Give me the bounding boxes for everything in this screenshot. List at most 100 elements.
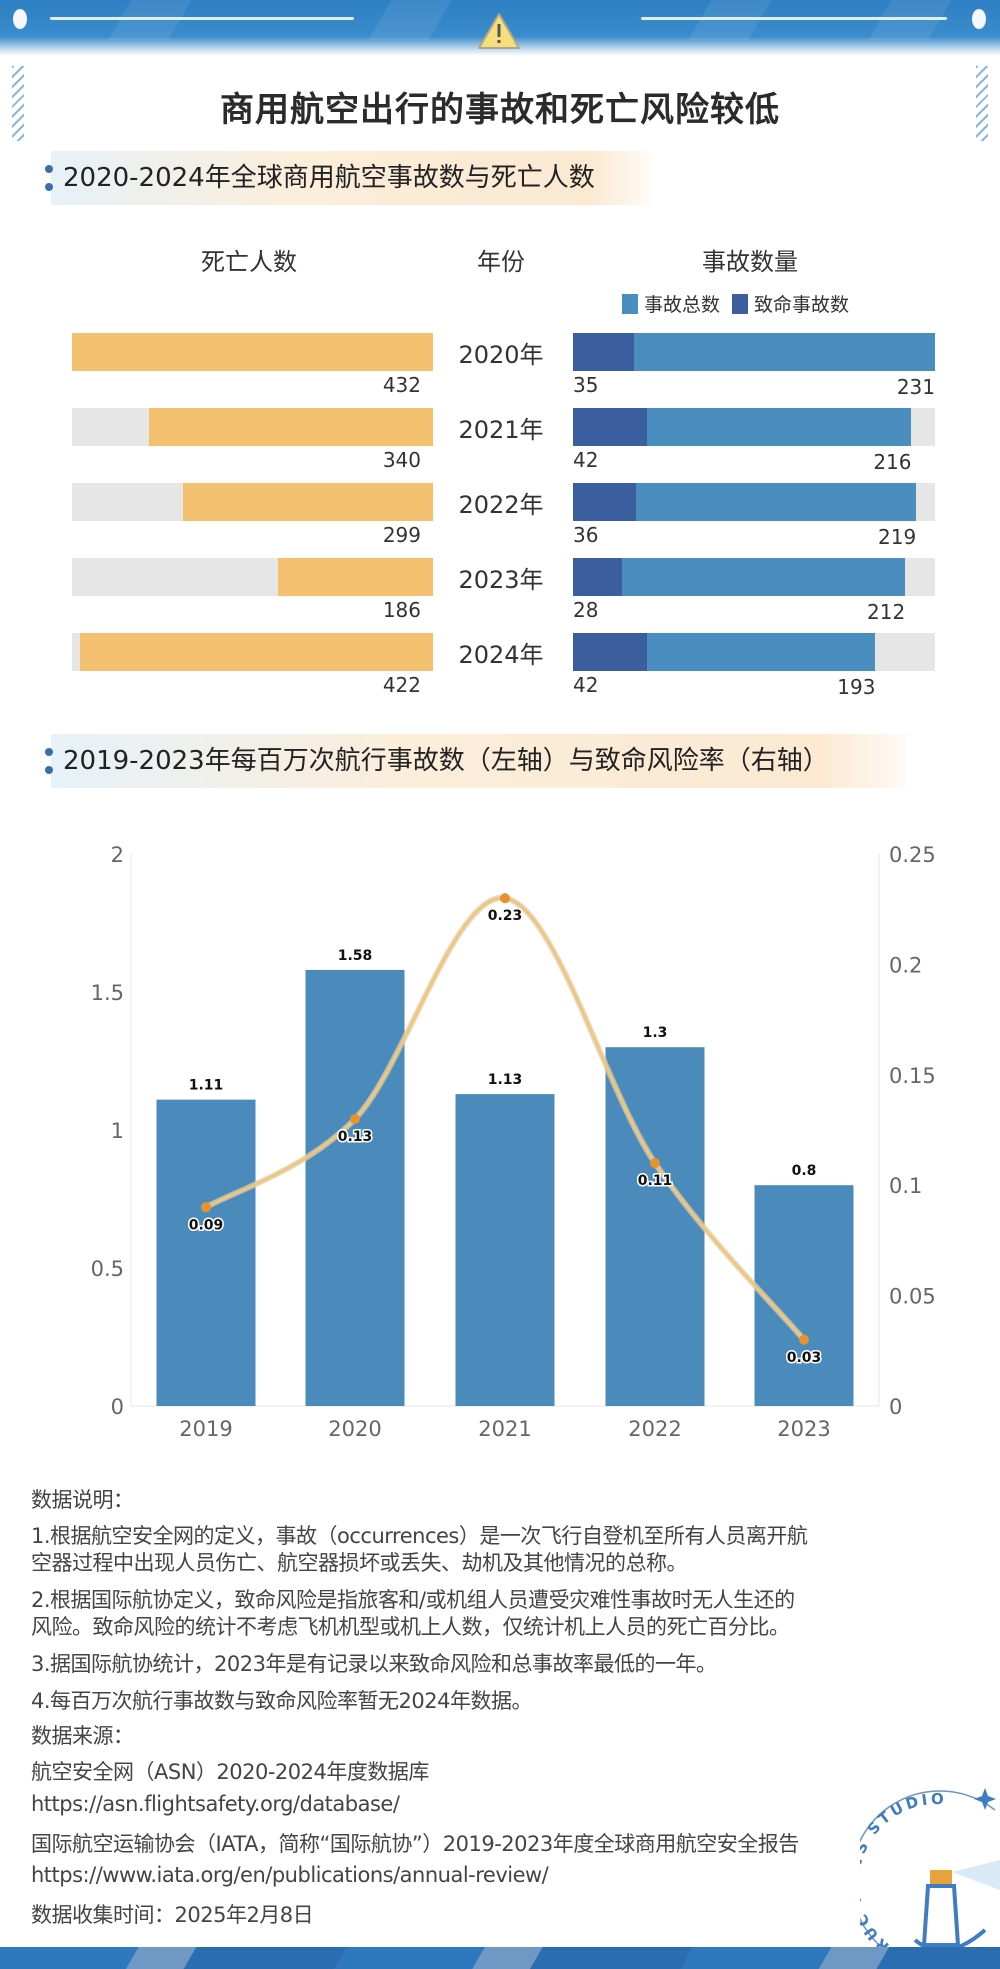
deaths-bar	[277, 558, 433, 596]
fatal-value: 28	[573, 598, 599, 622]
legend-label-fatal: 致命事故数	[754, 294, 850, 316]
year-label: 2020年	[458, 341, 544, 369]
warning-triangle-icon	[478, 13, 520, 49]
risk-point	[350, 1113, 360, 1124]
source-link[interactable]: https://asn.flightsafety.org/database/	[31, 1792, 400, 1816]
left-tick-label: 1.5	[91, 981, 124, 1005]
header-line-right	[641, 17, 947, 20]
source-line: 国际航空运输协会（IATA，简称“国际航协”）2019-2023年度全球商用航空…	[31, 1832, 799, 1856]
year-label: 2022年	[458, 491, 544, 519]
fatal-value: 42	[573, 448, 599, 472]
bullet-icon	[45, 748, 53, 774]
right-tick-label: 0.25	[889, 843, 936, 867]
bar-value-label: 0.8	[792, 1163, 817, 1179]
deaths-bar	[72, 333, 433, 371]
total-value: 219	[878, 525, 917, 549]
right-tick-label: 0	[889, 1395, 902, 1419]
note-line: 1.根据航空安全网的定义，事故（occurrences）是一次飞行自登机至所有人…	[31, 1524, 808, 1548]
bar	[156, 1099, 256, 1406]
combo-chart: 0 0.5 1 1.5 2 0 0.05 0.1 0.15 0.2 0.25 1.11 2019 1.58…	[91, 843, 936, 1441]
column-header-deaths: 死亡人数	[201, 248, 297, 276]
left-tick-label: 0.5	[91, 1257, 124, 1281]
bar	[754, 1185, 854, 1406]
fatal-accidents-bar	[573, 633, 647, 671]
risk-point	[201, 1202, 211, 1213]
risk-point	[799, 1334, 809, 1345]
source-line: 航空安全网（ASN）2020-2024年度数据库	[31, 1760, 429, 1784]
fatal-accidents-bar	[573, 333, 635, 371]
right-tick-label: 0.15	[889, 1064, 936, 1088]
year-label: 2023年	[458, 566, 544, 594]
year-label: 2021年	[458, 416, 544, 444]
legend: 事故总数 致命事故数	[622, 290, 849, 317]
header-line-left	[50, 17, 354, 20]
section-header-1: 2020-2024年全球商用航空事故数与死亡人数	[45, 151, 651, 205]
deaths-bar	[148, 408, 433, 446]
bar-value-label: 1.58	[338, 948, 373, 964]
legend-swatch-total	[622, 293, 638, 314]
x-tick-label: 2020	[328, 1417, 381, 1441]
deaths-value: 422	[382, 673, 421, 697]
bullet-icon	[45, 165, 53, 191]
source-link[interactable]: https://www.iata.org/en/publications/ann…	[31, 1863, 549, 1887]
x-tick-label: 2021	[478, 1417, 531, 1441]
left-tick-label: 0	[111, 1395, 124, 1419]
risk-point	[500, 893, 510, 904]
risk-value-label: 0.09	[189, 1217, 224, 1233]
x-tick-label: 2023	[777, 1417, 830, 1441]
sources-heading: 数据来源：	[31, 1724, 134, 1748]
risk-value-label: 0.11	[638, 1173, 673, 1189]
deaths-value: 186	[382, 598, 421, 622]
bar-value-label: 1.13	[488, 1072, 523, 1088]
column-header-accidents: 事故数量	[702, 248, 798, 276]
total-value: 193	[837, 675, 876, 699]
deaths-value: 432	[382, 373, 421, 397]
decor-hatch-right	[976, 66, 988, 141]
total-value: 212	[867, 600, 906, 624]
fatal-value: 36	[573, 523, 599, 547]
decor-hatch-left	[12, 66, 24, 141]
notes-heading: 数据说明：	[31, 1488, 134, 1512]
section-header-2: 2019-2023年每百万次航行事故数（左轴）与致命风险率（右轴）	[45, 734, 906, 788]
bar	[455, 1094, 555, 1406]
fatal-accidents-bar	[573, 483, 637, 521]
bar-value-label: 1.3	[643, 1025, 668, 1041]
total-value: 231	[896, 375, 935, 399]
footer-band	[0, 1947, 1000, 1969]
note-line: 4.每百万次航行事故数与致命风险率暂无2024年数据。	[31, 1689, 532, 1713]
section-title-1: 2020-2024年全球商用航空事故数与死亡人数	[63, 163, 595, 193]
ruc-news-studio-logo: RUC NEWS STUDIO	[860, 1788, 1000, 1956]
deaths-value: 299	[382, 523, 421, 547]
bar	[305, 969, 405, 1406]
header-band	[0, 0, 1000, 56]
x-tick-label: 2022	[628, 1417, 681, 1441]
note-line: 风险。致命风险的统计不考虑飞机机型或机上人数，仅统计机上人员的死亡百分比。	[31, 1615, 790, 1639]
total-value: 216	[873, 450, 912, 474]
risk-value-label: 0.03	[787, 1350, 822, 1366]
fatal-accidents-bar	[573, 558, 623, 596]
deaths-value: 340	[382, 448, 421, 472]
legend-swatch-fatal	[732, 293, 749, 314]
risk-value-label: 0.13	[338, 1129, 373, 1145]
collection-date: 数据收集时间：2025年2月8日	[31, 1903, 314, 1927]
risk-value-label: 0.23	[488, 908, 523, 924]
risk-point	[650, 1158, 660, 1169]
fatal-value: 42	[573, 673, 599, 697]
column-header-year: 年份	[477, 248, 525, 276]
legend-label-total: 事故总数	[644, 294, 721, 316]
note-line: 2.根据国际航协定义，致命风险是指旅客和/或机组人员遭受灾难性事故时无人生还的	[31, 1588, 795, 1612]
deaths-bar	[80, 633, 433, 671]
header-dot-right	[972, 9, 986, 29]
right-tick-label: 0.1	[889, 1174, 922, 1198]
fatal-accidents-bar	[573, 408, 647, 446]
header-dot-left	[13, 9, 27, 29]
note-line: 3.据国际航协统计，2023年是有记录以来致命风险和总事故率最低的一年。	[31, 1652, 717, 1676]
right-tick-label: 0.05	[889, 1285, 936, 1309]
bar-value-label: 1.11	[189, 1078, 224, 1094]
left-tick-label: 1	[111, 1119, 124, 1143]
total-accidents-bar	[573, 558, 906, 596]
year-label: 2024年	[458, 641, 544, 669]
right-tick-label: 0.2	[889, 953, 922, 977]
left-tick-label: 2	[111, 843, 124, 867]
page-title: 商用航空出行的事故和死亡风险较低	[220, 90, 780, 130]
